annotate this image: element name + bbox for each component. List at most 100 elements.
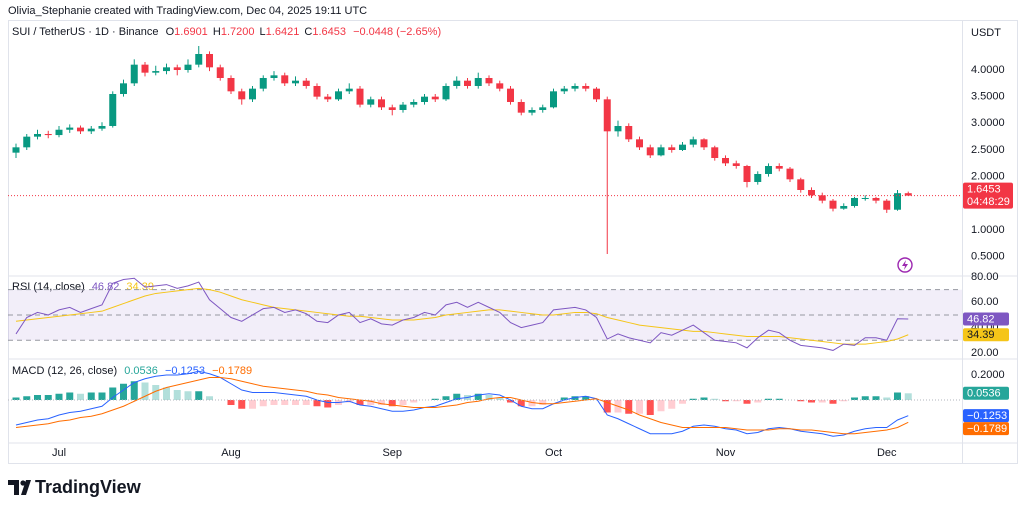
ohlc-name: C: [304, 26, 312, 38]
candle-body: [528, 109, 536, 113]
histogram-bar: [163, 387, 170, 400]
candle-body: [23, 136, 31, 148]
ohlc-name: H: [213, 26, 221, 38]
histogram-bar: [507, 400, 514, 403]
histogram-bar: [313, 400, 321, 407]
symbol-title: SUI / TetherUS · 1D · Binance: [12, 26, 159, 38]
histogram-bar: [238, 400, 246, 409]
alert-icon: [897, 257, 913, 273]
candle-body: [883, 200, 891, 210]
histogram-bar: [743, 400, 751, 404]
histogram-bar: [775, 398, 783, 400]
value-tag: [963, 422, 1009, 436]
candle-body: [646, 147, 654, 156]
y-tick-label: 2.5000: [971, 144, 1005, 156]
histogram-bar: [818, 400, 826, 403]
candle-body: [87, 128, 95, 132]
attribution: Olivia_Stephanie created with TradingVie…: [8, 5, 367, 17]
symbol-legend: SUI / TetherUS · 1D · Binance O1.6901 H1…: [12, 26, 441, 38]
histogram-bar: [657, 400, 665, 412]
histogram-bar: [292, 400, 299, 405]
histogram-bar: [249, 400, 256, 409]
last-price-label: 1.6453: [967, 183, 1001, 195]
brand-name: TradingView: [35, 477, 142, 497]
histogram-bar: [560, 397, 568, 400]
histogram-bar: [378, 400, 385, 405]
value-tag-label: −0.1789: [967, 423, 1007, 435]
histogram-bar: [700, 397, 708, 400]
histogram-bar: [603, 400, 611, 413]
candle-body: [474, 77, 482, 86]
histogram-bar: [55, 393, 63, 400]
histogram-bar: [259, 400, 267, 407]
y-tick-label: 3.0000: [971, 117, 1005, 129]
macd-value: −0.1253: [165, 365, 205, 377]
candle-body: [872, 197, 880, 201]
candle-body: [388, 107, 396, 110]
value-tag-label: 0.0536: [967, 388, 1001, 400]
histogram-bar: [872, 396, 880, 400]
histogram-bar: [625, 400, 633, 414]
candle-body: [550, 91, 557, 108]
candle-body: [302, 80, 310, 86]
candle-body: [421, 96, 428, 102]
candle-body: [238, 91, 246, 100]
candle-body: [184, 64, 192, 70]
histogram-bar: [894, 392, 901, 400]
histogram-bar: [840, 400, 848, 402]
series-line: [15, 277, 909, 351]
candle-body: [786, 168, 794, 180]
y-tick-label: 80.00: [971, 271, 999, 283]
histogram-bar: [517, 400, 525, 407]
histogram-bar: [571, 396, 579, 400]
histogram-bar: [539, 400, 547, 405]
price-unit: USDT: [971, 27, 1001, 39]
histogram-bar: [367, 400, 375, 405]
histogram-bar: [646, 400, 654, 415]
candle-body: [173, 67, 181, 70]
x-tick-label: Jul: [52, 447, 66, 459]
candle-body: [507, 88, 514, 102]
candle-body: [829, 200, 837, 209]
candle-body: [711, 147, 719, 158]
value-tag-label: 34.39: [967, 329, 995, 341]
series-line: [15, 377, 909, 435]
candle-body: [496, 83, 504, 89]
last-price-tag: [963, 182, 1013, 209]
candle-body: [571, 85, 579, 89]
candle-body: [732, 163, 740, 166]
histogram-bar: [861, 396, 869, 400]
change: −0.0448 (−2.65%): [353, 26, 441, 38]
histogram-bar: [442, 396, 450, 400]
macd-title: MACD (12, 26, close): [12, 365, 117, 377]
histogram-bar: [797, 400, 805, 402]
histogram-bar: [324, 400, 332, 408]
candle-body: [12, 147, 20, 153]
histogram-bar: [711, 398, 719, 400]
signal-value: −0.1789: [212, 365, 252, 377]
candle-body: [227, 77, 235, 92]
countdown: 04:48:29: [967, 196, 1010, 208]
histogram-bar: [66, 392, 74, 400]
value-tag: [963, 386, 1009, 400]
candle-body: [582, 85, 590, 89]
histogram-bar: [388, 400, 396, 407]
histogram-bar: [12, 397, 20, 400]
histogram-value: 0.0536: [124, 365, 158, 377]
candle-body: [668, 147, 676, 150]
candle-body: [840, 205, 848, 209]
histogram-bar: [109, 387, 117, 400]
histogram-bar: [636, 400, 643, 414]
candle-body: [485, 77, 493, 84]
candle-body: [120, 83, 127, 94]
histogram-bar: [77, 393, 84, 400]
candle-body: [861, 197, 869, 199]
value-tag-label: −0.1253: [967, 410, 1007, 422]
candle-body: [679, 144, 686, 150]
candle-body: [141, 64, 149, 73]
candle-body: [689, 139, 697, 145]
candle-body: [109, 93, 117, 126]
histogram-bar: [34, 395, 41, 400]
ohlc-name: O: [166, 26, 175, 38]
histogram-bar: [87, 392, 95, 400]
